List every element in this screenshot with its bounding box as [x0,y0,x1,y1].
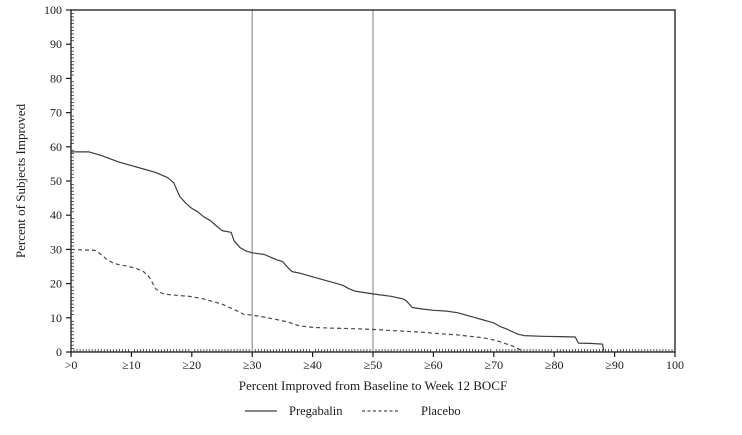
x-tick-label: ≥70 [485,358,504,372]
y-tick-label: 20 [50,277,62,291]
x-tick-label: >0 [65,358,78,372]
x-tick-label: ≥60 [424,358,443,372]
x-tick-label: ≥10 [122,358,141,372]
y-tick-label: 40 [50,208,62,222]
series-placebo-line [70,248,522,352]
y-tick-label: 80 [50,71,62,85]
x-tick-label: ≥40 [303,358,322,372]
y-tick-label: 30 [50,242,62,256]
x-tick-label: 100 [666,358,684,372]
y-axis-title: Percent of Subjects Improved [13,103,28,258]
legend-label-placebo: Placebo [421,404,461,418]
legend-label-pregabalin: Pregabalin [289,404,343,418]
y-tick-label: 60 [50,140,62,154]
y-tick-label: 100 [44,3,62,17]
x-tick-label: ≥80 [545,358,564,372]
y-tick-label: 0 [56,345,62,359]
y-tick-label: 10 [50,311,62,325]
series-pregabalin-line [71,151,605,351]
y-tick-label: 70 [50,106,62,120]
x-tick-label: ≥90 [605,358,624,372]
y-tick-label: 50 [50,174,62,188]
x-tick-label: ≥30 [243,358,262,372]
x-axis-title: Percent Improved from Baseline to Week 1… [239,378,507,393]
x-tick-label: ≥20 [183,358,202,372]
y-tick-label: 90 [50,37,62,51]
x-tick-label: ≥50 [364,358,383,372]
